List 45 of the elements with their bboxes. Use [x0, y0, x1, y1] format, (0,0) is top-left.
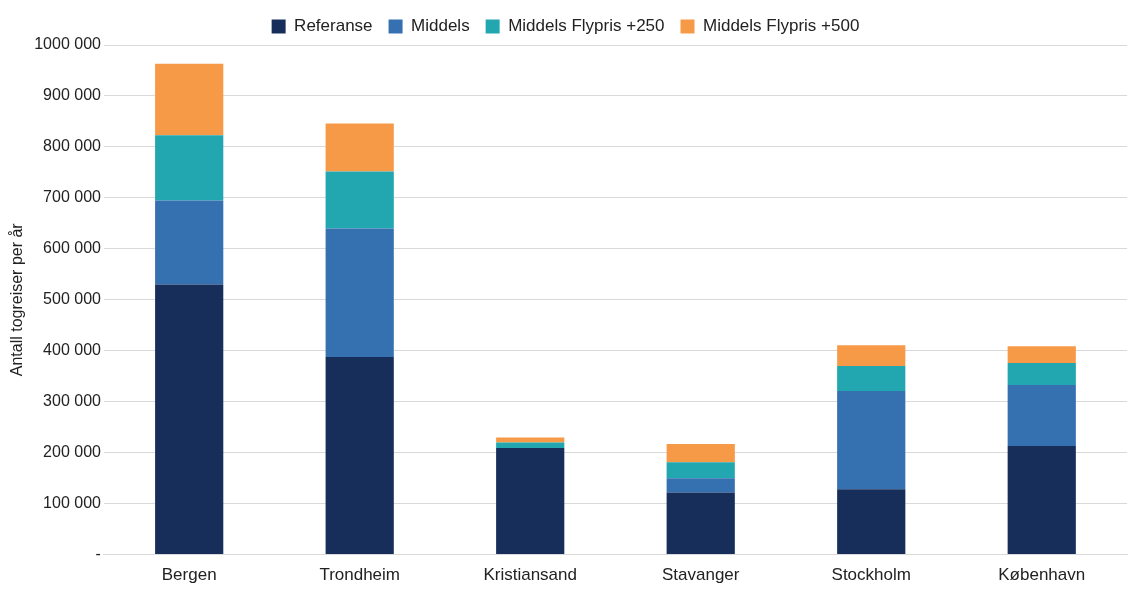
- x-tick-label: København: [998, 565, 1086, 585]
- bar: [155, 200, 224, 285]
- bar: [325, 356, 394, 555]
- x-tick-label: Bergen: [161, 565, 217, 585]
- bar: [325, 171, 394, 229]
- y-tick-label: -: [95, 545, 101, 563]
- bar: [155, 63, 224, 136]
- bar: [325, 123, 394, 172]
- bar: [1007, 346, 1076, 363]
- bar: [496, 437, 565, 443]
- legend-label: Referanse: [294, 16, 373, 36]
- y-tick-label: 500 000: [43, 290, 102, 308]
- bar: [666, 492, 735, 555]
- bar: [496, 442, 565, 449]
- y-tick-label: 300 000: [43, 392, 102, 410]
- bar: [1007, 362, 1076, 385]
- x-tick-label: Trondheim: [319, 565, 401, 585]
- legend-label: Middels Flypris +500: [703, 16, 860, 36]
- y-tick-label: 400 000: [43, 341, 102, 359]
- y-tick-label: 800 000: [43, 137, 102, 155]
- bar: [837, 489, 906, 555]
- bar: [837, 345, 906, 367]
- bar: [666, 478, 735, 493]
- legend-label: Middels: [411, 16, 470, 36]
- bar: [666, 444, 735, 463]
- bar: [496, 448, 565, 555]
- y-tick-label: 900 000: [43, 86, 102, 104]
- x-tick-label: Stockholm: [831, 565, 911, 585]
- bar: [1007, 446, 1076, 555]
- y-axis-title: Antall togreiser per år: [8, 222, 26, 377]
- bar: [325, 228, 394, 357]
- y-tick-label: 700 000: [43, 188, 102, 206]
- bar: [1007, 384, 1076, 447]
- bar: [666, 462, 735, 479]
- y-tick-label: 1000 000: [34, 35, 102, 53]
- bar: [837, 366, 906, 392]
- y-tick-label: 600 000: [43, 239, 102, 257]
- y-tick-label: 200 000: [43, 443, 102, 461]
- bar: [155, 284, 224, 555]
- bar: [155, 135, 224, 201]
- x-tick-label: Stavanger: [661, 565, 740, 585]
- x-tick-label: Kristiansand: [483, 565, 577, 585]
- bar: [837, 391, 906, 490]
- y-tick-label: 100 000: [43, 494, 102, 512]
- legend-label: Middels Flypris +250: [508, 16, 665, 36]
